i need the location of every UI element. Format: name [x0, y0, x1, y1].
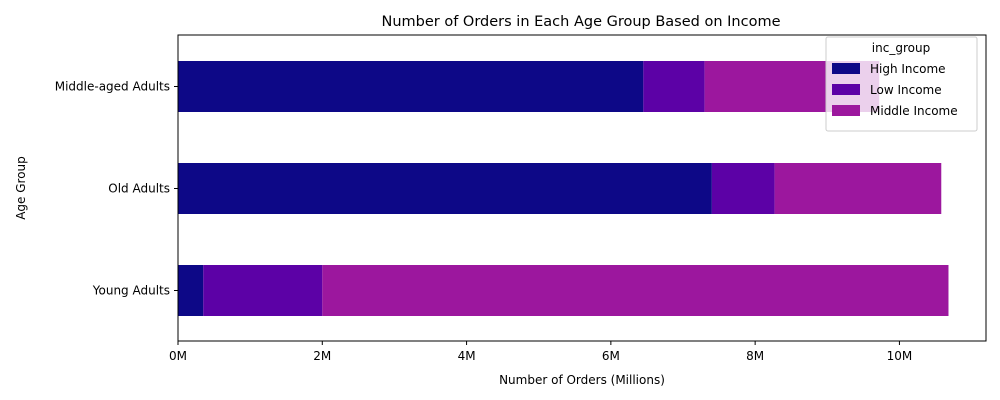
bar-segment	[711, 163, 775, 214]
legend-swatch	[832, 84, 860, 95]
bar-segment	[774, 163, 942, 214]
x-tick-label: 4M	[458, 349, 476, 363]
legend-title: inc_group	[872, 41, 930, 55]
bar-segment	[643, 61, 705, 112]
legend-box	[825, 36, 978, 132]
x-tick-label: 6M	[602, 349, 620, 363]
bars-layer	[178, 61, 949, 316]
x-tick-label: 0M	[169, 349, 187, 363]
x-tick-label: 2M	[313, 349, 331, 363]
x-axis-label: Number of Orders (Millions)	[499, 373, 665, 387]
legend-swatch	[832, 105, 860, 116]
x-tick-label: 8M	[746, 349, 764, 363]
legend-label: Middle Income	[870, 104, 958, 118]
bar-segment	[178, 163, 712, 214]
bar-segment	[203, 265, 323, 316]
x-tick-label: 10M	[887, 349, 913, 363]
y-tick-label: Old Adults	[108, 182, 170, 196]
legend: inc_group High Income Low Income Middle In…	[825, 36, 978, 132]
y-axis-label: Age Group	[14, 156, 28, 220]
legend-label: High Income	[870, 62, 946, 76]
x-axis: 0M 2M 4M 6M 8M 10M	[169, 341, 912, 363]
chart-title: Number of Orders in Each Age Group Based…	[381, 14, 780, 30]
bar-segment	[178, 265, 204, 316]
legend-label: Low Income	[870, 83, 942, 97]
bar-segment	[178, 61, 644, 112]
y-axis: Young Adults Old Adults Middle-aged Adults	[55, 80, 178, 298]
y-tick-label: Young Adults	[92, 284, 170, 298]
legend-swatch	[832, 63, 860, 74]
y-tick-label: Middle-aged Adults	[55, 80, 170, 94]
bar-segment	[322, 265, 949, 316]
